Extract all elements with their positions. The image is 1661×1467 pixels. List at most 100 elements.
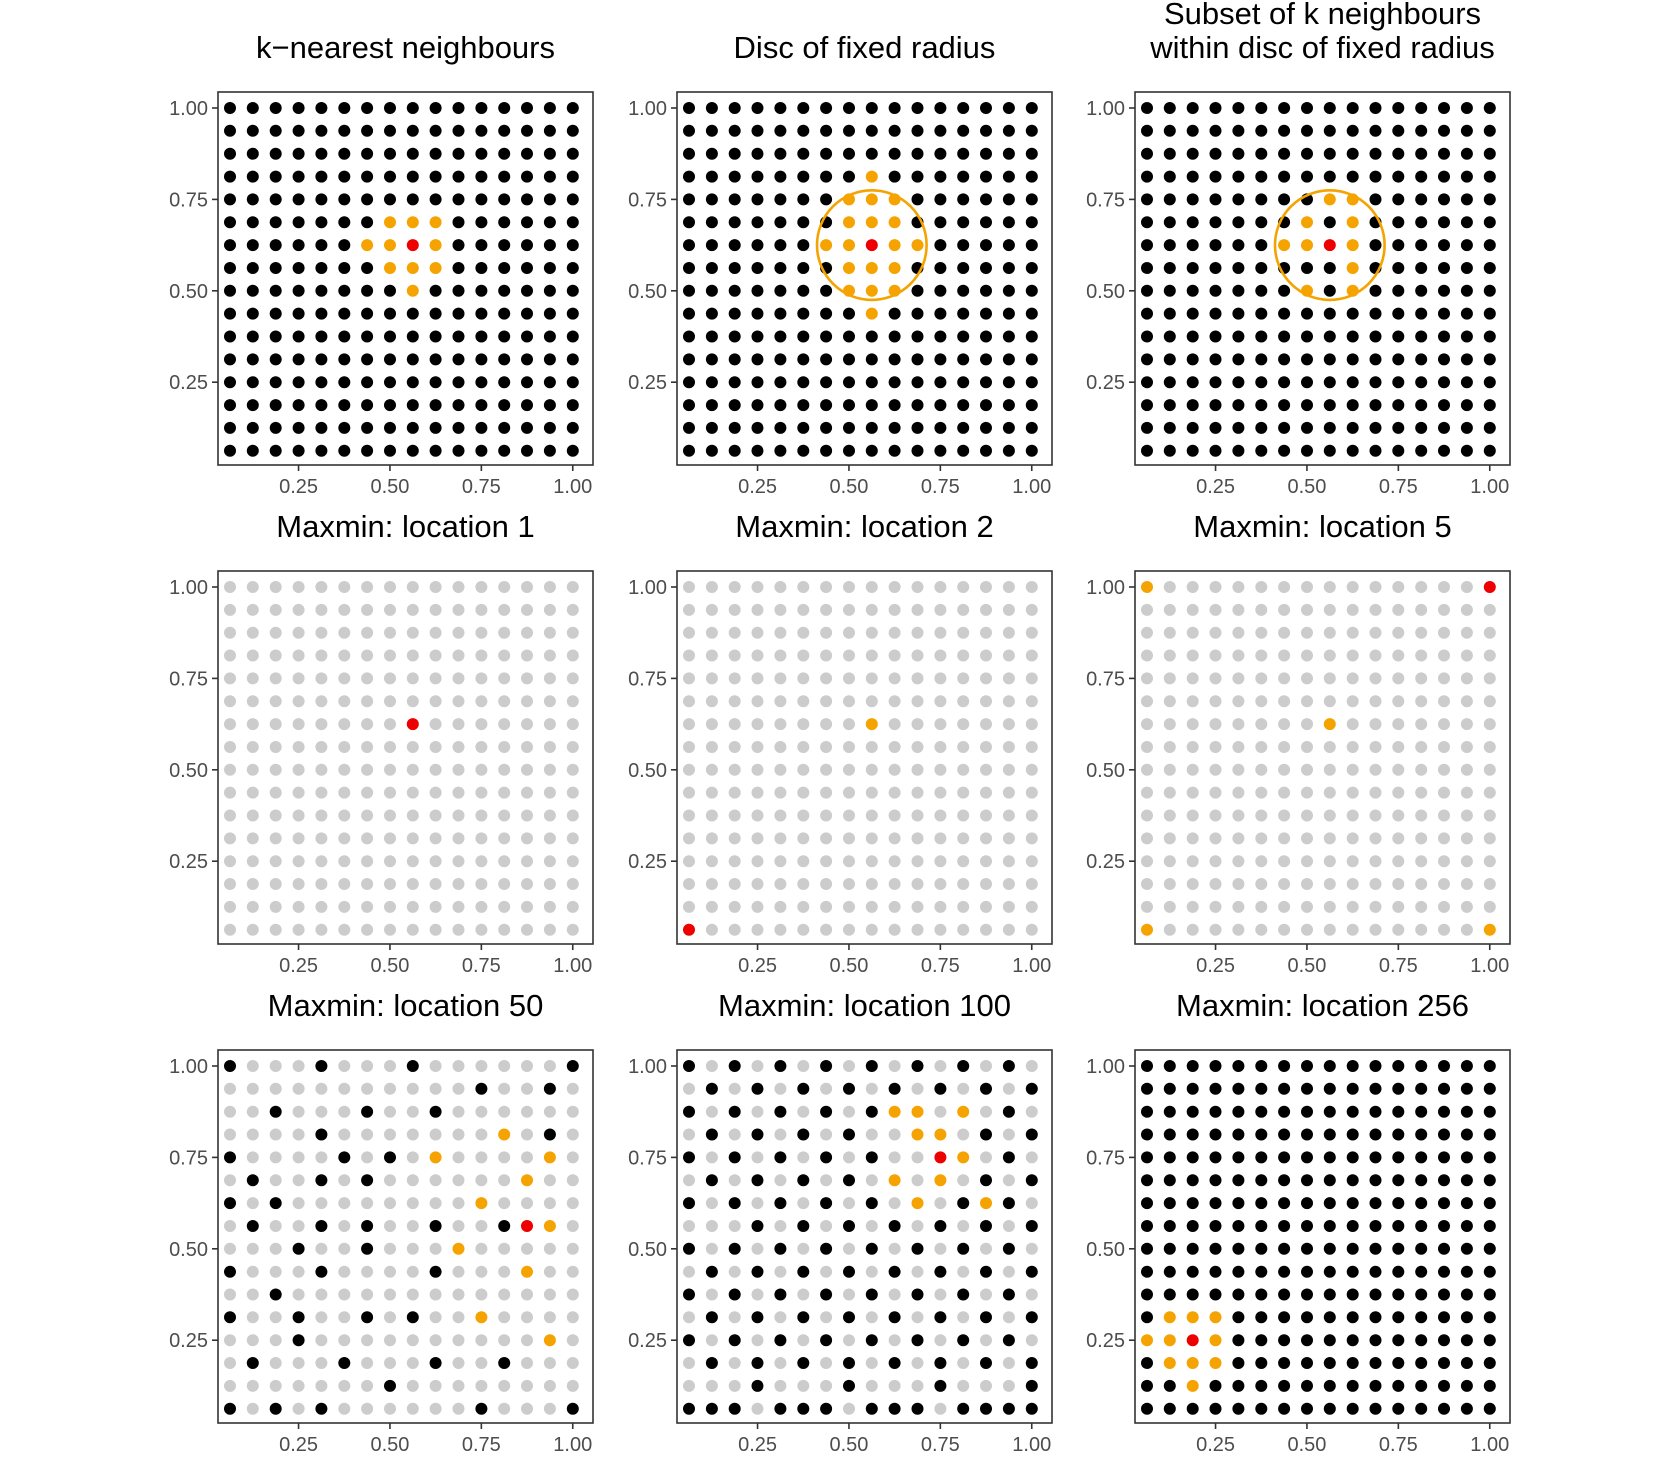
- point-grey: [566, 1220, 579, 1232]
- point-black: [1483, 1128, 1496, 1141]
- point-grey: [452, 672, 465, 685]
- point-grey: [498, 923, 511, 936]
- point-orange: [911, 1128, 924, 1141]
- point-black: [1301, 1220, 1313, 1232]
- point-black: [1255, 239, 1268, 252]
- point-grey: [543, 923, 556, 936]
- point-grey: [475, 900, 488, 913]
- point-black: [683, 421, 695, 434]
- point-black: [1301, 376, 1313, 389]
- point-orange: [1163, 1334, 1176, 1347]
- point-black: [269, 353, 282, 366]
- point-black: [406, 170, 419, 183]
- point-black: [498, 239, 511, 252]
- point-black: [1278, 1242, 1291, 1255]
- point-black: [452, 376, 465, 389]
- point-black: [728, 353, 741, 366]
- point-grey: [361, 855, 374, 868]
- point-black: [728, 284, 741, 297]
- point-grey: [1483, 626, 1496, 639]
- point-grey: [269, 581, 282, 593]
- point-black: [934, 1379, 947, 1392]
- point-black: [1415, 262, 1428, 274]
- point-grey: [865, 832, 878, 845]
- point-black: [361, 147, 374, 160]
- point-grey: [843, 649, 855, 662]
- point-black: [338, 376, 351, 389]
- point-black: [384, 353, 396, 366]
- point-black: [1163, 239, 1176, 252]
- point-black: [728, 444, 741, 457]
- point-black: [1163, 1105, 1176, 1118]
- point-grey: [384, 1128, 396, 1141]
- point-black: [498, 102, 511, 114]
- point-black: [728, 216, 741, 229]
- point-grey: [1209, 900, 1222, 913]
- x-tick-label: 1.00: [1470, 1434, 1509, 1456]
- y-tick-label: 1.00: [169, 577, 208, 599]
- point-black: [1209, 147, 1222, 160]
- point-grey: [934, 809, 947, 822]
- point-black: [705, 421, 718, 434]
- point-black: [1392, 147, 1405, 160]
- point-black: [1415, 1060, 1428, 1072]
- point-black: [498, 216, 511, 229]
- point-grey: [797, 695, 810, 708]
- point-grey: [911, 603, 924, 616]
- point-grey: [980, 649, 992, 662]
- point-grey: [384, 900, 396, 913]
- point-black: [1163, 147, 1176, 160]
- point-grey: [888, 855, 901, 868]
- point-black: [1392, 1060, 1405, 1072]
- point-grey: [224, 832, 236, 845]
- point-black: [1483, 102, 1496, 114]
- point-grey: [1323, 741, 1336, 753]
- point-grey: [980, 855, 992, 868]
- point-black: [361, 170, 374, 183]
- point-orange: [543, 1220, 556, 1232]
- point-black: [888, 421, 901, 434]
- point-grey: [269, 603, 282, 616]
- point-orange: [521, 1265, 533, 1278]
- point-black: [269, 102, 282, 114]
- point-black: [566, 421, 579, 434]
- point-black: [1460, 216, 1473, 229]
- point-black: [1025, 307, 1038, 320]
- point-black: [843, 1174, 855, 1187]
- point-grey: [521, 809, 533, 822]
- point-grey: [498, 878, 511, 890]
- point-grey: [980, 832, 992, 845]
- point-black: [1186, 262, 1199, 274]
- point-grey: [1186, 672, 1199, 685]
- point-black: [543, 307, 556, 320]
- point-black: [269, 376, 282, 389]
- point-black: [683, 1334, 695, 1347]
- point-black: [246, 216, 259, 229]
- point-black: [1483, 147, 1496, 160]
- point-grey: [774, 1311, 787, 1324]
- point-orange: [957, 1151, 970, 1164]
- point-black: [1209, 1220, 1222, 1232]
- point-black: [1438, 170, 1450, 183]
- point-grey: [361, 1060, 374, 1072]
- point-grey: [566, 855, 579, 868]
- point-black: [1323, 1174, 1336, 1187]
- point-black: [1369, 1220, 1382, 1232]
- point-grey: [980, 603, 992, 616]
- point-black: [1438, 399, 1450, 412]
- x-tick-label: 0.50: [1287, 955, 1326, 977]
- point-grey: [911, 786, 924, 799]
- point-grey: [498, 581, 511, 593]
- point-black: [705, 353, 718, 366]
- point-grey: [384, 1060, 396, 1072]
- point-black: [705, 147, 718, 160]
- point-black: [683, 1242, 695, 1255]
- point-black: [728, 1105, 741, 1118]
- point-grey: [683, 1265, 695, 1278]
- point-black: [1438, 1174, 1450, 1187]
- point-grey: [452, 1128, 465, 1141]
- point-black: [384, 284, 396, 297]
- point-grey: [751, 1334, 764, 1347]
- point-black: [980, 421, 992, 434]
- point-orange: [1186, 1311, 1199, 1324]
